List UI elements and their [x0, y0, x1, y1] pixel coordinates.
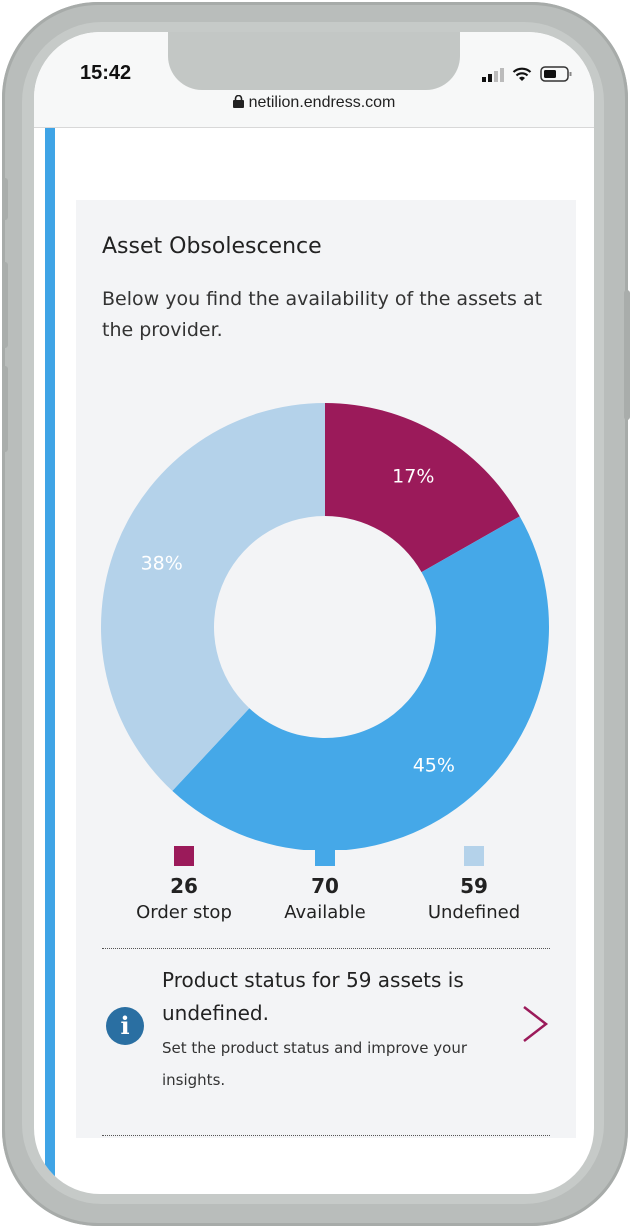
asset-obsolescence-card: Asset Obsolescence Below you find the av… [76, 200, 576, 1138]
divider [102, 948, 550, 949]
power-button [624, 290, 630, 420]
volume-up-button [2, 262, 8, 348]
mute-switch [2, 178, 8, 220]
legend-value: 70 [311, 874, 339, 898]
legend-label: Order stop [136, 902, 232, 923]
legend-swatch [464, 846, 484, 866]
status-bar: 15:42 netilion.endress.com [34, 32, 594, 128]
status-icons [482, 66, 572, 82]
donut-slice-undefined[interactable] [100, 403, 325, 791]
notch [168, 32, 460, 90]
lock-icon [232, 94, 244, 108]
card-title: Asset Obsolescence [102, 234, 322, 259]
signal-icon [482, 68, 504, 82]
legend-swatch [174, 846, 194, 866]
info-icon: i [106, 1007, 144, 1045]
donut-slice-order-stop[interactable] [325, 403, 520, 573]
volume-down-button [2, 366, 8, 452]
donut-chart: 17% 45% 38% [100, 403, 549, 850]
donut-slice-available[interactable] [172, 516, 549, 850]
legend-label: Available [284, 902, 366, 923]
chevron-right-icon[interactable] [520, 1004, 550, 1044]
donut-data-label: 45% [413, 755, 455, 777]
legend-order-stop[interactable]: 26 Order stop [109, 846, 259, 923]
legend-label: Undefined [427, 902, 521, 923]
legend-value: 59 [460, 874, 488, 898]
accent-bar [45, 128, 55, 1194]
card-description: Below you find the availability of the a… [102, 288, 543, 341]
address-bar[interactable]: netilion.endress.com [34, 94, 594, 112]
legend-value: 26 [170, 874, 198, 898]
battery-icon [540, 66, 572, 82]
notice-subtext: Set the product status and improve your … [162, 1039, 468, 1089]
divider [102, 1135, 550, 1136]
clock: 15:42 [80, 62, 132, 84]
url-text: netilion.endress.com [248, 94, 396, 111]
legend-available[interactable]: 70 Available [250, 846, 400, 923]
donut-data-label: 17% [392, 465, 434, 487]
wifi-icon [512, 67, 532, 81]
legend-swatch [315, 846, 335, 866]
screen: 15:42 netilion.endress.com Asset Obsoles… [34, 32, 594, 1194]
donut-data-label: 38% [141, 553, 183, 575]
legend-undefined[interactable]: 59 Undefined [399, 846, 549, 923]
notice-message: Product status for 59 assets is undefine… [162, 968, 464, 1025]
